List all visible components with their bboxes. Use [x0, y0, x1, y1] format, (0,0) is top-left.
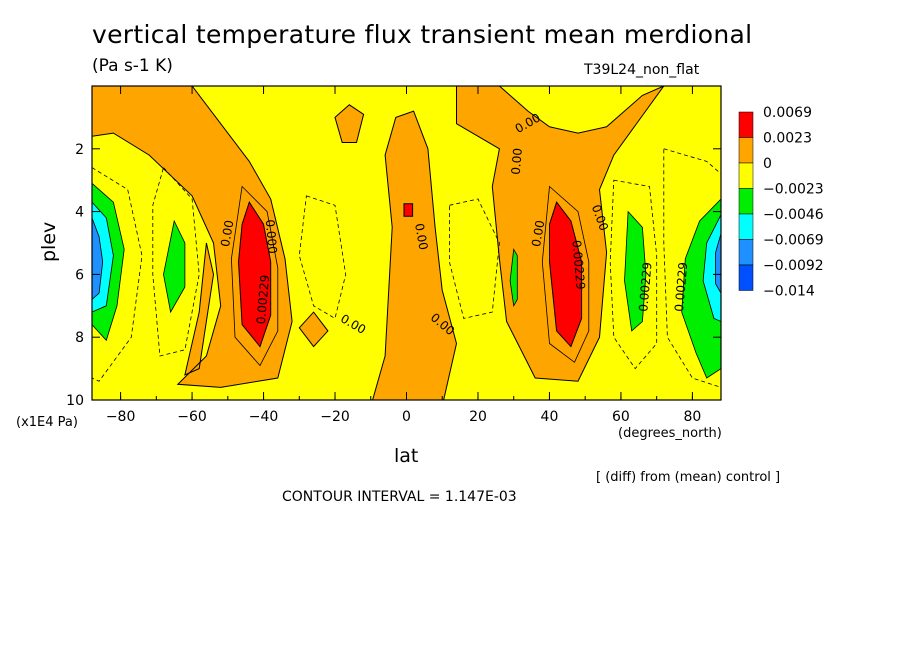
x-tick-label: −80: [106, 409, 136, 425]
maximum-region-0: [238, 202, 271, 347]
positive-region-4: [184, 243, 214, 375]
contour-line-8: [403, 203, 414, 217]
x-tick-label: 0: [402, 409, 411, 425]
x-tick-label: −60: [177, 409, 207, 425]
contour-line-4: [184, 242, 215, 376]
chart-title: vertical temperature flux transient mean…: [92, 20, 753, 49]
y-tick-label: 6: [75, 267, 84, 283]
contour-value-label: 0.00: [529, 219, 547, 248]
x-tick-label: −40: [249, 409, 279, 425]
negative-contour-line-5: [92, 201, 114, 313]
chart-units: (Pa s-1 K): [92, 56, 173, 76]
x-tick-label: −20: [320, 409, 350, 425]
positive-region-1: [372, 111, 457, 400]
contour-line-5: [298, 311, 329, 348]
negative-contour-line-6: [702, 214, 721, 322]
dashed-contour-1: [152, 166, 200, 357]
colorbar-swatch: [738, 162, 754, 189]
x-tick-label: 40: [541, 409, 559, 425]
contour-value-label: 0.00229: [569, 240, 587, 291]
contour-value-label: 0.00229: [636, 262, 654, 313]
run-label: T39L24_non_flat: [584, 62, 700, 78]
dashed-contour-3: [449, 198, 500, 319]
colorbar-level-label: 0.0069: [763, 105, 812, 121]
contour-value-label: 0.00: [412, 222, 430, 251]
colorbar-level-label: −0.0046: [763, 207, 824, 223]
negative-contour-line-4: [509, 248, 518, 308]
plot-area: [92, 86, 721, 400]
negative-contour-line-3: [681, 198, 721, 379]
y-axis-label: plev: [38, 221, 60, 262]
colorbar-level-label: 0: [763, 156, 772, 172]
y-tick-label: 4: [75, 205, 84, 221]
colorbar: 0.0069 0.0023 0 −0.0023 −0.0046 −0.0069 −0.009…: [738, 105, 824, 300]
colorbar-level-label: −0.0092: [763, 258, 824, 274]
contour-value-label: 0.00: [509, 147, 525, 175]
contour-line-0: [92, 86, 293, 388]
contour-value-label: 0.00229: [254, 274, 272, 325]
contour-line-3: [456, 86, 665, 382]
colorbar-swatch: [738, 188, 754, 215]
dashed-contour-0: [92, 167, 143, 382]
contour-line-2: [334, 104, 365, 143]
colorbar-swatch: [738, 264, 754, 291]
y-tick-label: 8: [75, 330, 84, 346]
contour-line-1: [372, 110, 458, 400]
filled-contours: [92, 86, 721, 400]
colorbar-swatch: [738, 111, 754, 138]
x-tick-label: 20: [469, 409, 487, 425]
x-tick-label: 60: [612, 409, 630, 425]
minimum-region-0: [92, 217, 103, 300]
contour-interval: CONTOUR INTERVAL = 1.147E-03: [282, 489, 517, 505]
colorbar-swatch: [738, 239, 754, 266]
contour-lines: [92, 86, 721, 400]
contour-value-label: 0.00: [218, 219, 236, 248]
dashed-contour-2: [298, 195, 347, 320]
negative-contour-line-8: [715, 233, 721, 295]
negative-contour-line-7: [92, 217, 104, 301]
contour-line-7: [549, 201, 583, 348]
negative-region-1: [163, 221, 185, 313]
maximum-region-2: [404, 203, 413, 217]
negative-contour-line-2: [624, 210, 647, 332]
maximum-contour-0: [230, 185, 279, 367]
diff-note: [ (diff) from (mean) control ]: [596, 470, 781, 485]
axes: −80 −60 −40 −20 0 20 40 60 80 2 4 6 8 10: [66, 86, 721, 425]
y-tick-label: 2: [75, 142, 84, 158]
contour-value-label: 0.00229: [672, 262, 690, 313]
colorbar-swatch: [738, 137, 754, 164]
dashed-contour-4: [609, 179, 658, 370]
negative-contour-line-1: [163, 219, 186, 314]
x-tick-label: 80: [683, 409, 701, 425]
contour-value-label: 0.000: [263, 219, 280, 254]
maximum-contour-1: [541, 185, 590, 363]
y-axis-unit: (x1E4 Pa): [16, 415, 78, 430]
positive-region-5: [299, 312, 328, 347]
positive-region-2: [335, 104, 364, 143]
colorbar-level-label: −0.0023: [763, 182, 824, 198]
y-tick-label: 10: [66, 393, 84, 409]
colorbar-level-label: −0.0069: [763, 233, 824, 249]
x-axis-unit: (degrees_north): [618, 426, 722, 441]
contour-line-6: [237, 201, 272, 348]
colorbar-level-label: 0.0023: [763, 131, 812, 147]
maximum-region-1: [549, 202, 582, 347]
colorbar-swatch: [738, 213, 754, 240]
negative-contour-line-0: [92, 182, 125, 342]
x-axis-label: lat: [394, 445, 419, 467]
colorbar-level-label: −0.014: [763, 284, 815, 300]
negative-region-2: [624, 211, 646, 331]
